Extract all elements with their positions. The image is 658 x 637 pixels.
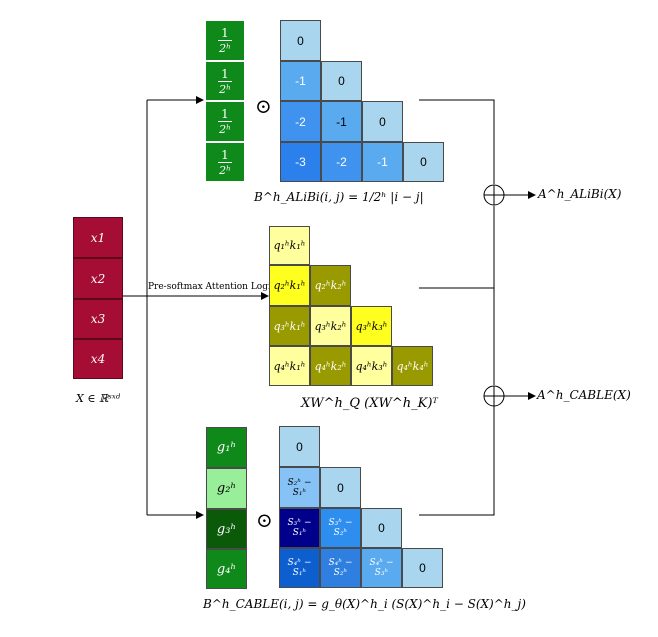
- cable-matrix-cell: 0: [279, 426, 320, 467]
- logits-matrix-cell: q₁ʰk₁ʰ: [269, 226, 310, 265]
- sum-circle-cable: [483, 385, 505, 407]
- logits-matrix-cell: q₄ʰk₄ʰ: [392, 346, 433, 386]
- logits-matrix-cell: q₄ʰk₂ʰ: [310, 346, 351, 386]
- cable-matrix-cell: S₂ʰ − S₁ʰ: [279, 467, 320, 508]
- logits-matrix-cell: q₃ʰk₃ʰ: [351, 306, 392, 346]
- alibi-matrix-cell: -3: [280, 142, 321, 182]
- logits-matrix-cell: q₂ʰk₁ʰ: [269, 265, 310, 306]
- logits-matrix-cell: q₄ʰk₁ʰ: [269, 346, 310, 386]
- alibi-slope-1: 1 2ʰ: [205, 20, 245, 61]
- input-token-x3: x3: [73, 299, 123, 339]
- cable-bias-caption: B^h_CABLE(i, j) = g_θ(X)^h_i (S(X)^h_i −…: [203, 597, 526, 611]
- logits-to-sum1-line: [419, 206, 495, 289]
- cable-to-sum-line: [419, 406, 495, 516]
- input-token-x2: x2: [73, 258, 123, 299]
- logits-matrix-cell: q₃ʰk₂ʰ: [310, 306, 351, 346]
- logits-matrix-cell: q₄ʰk₃ʰ: [351, 346, 392, 386]
- cable-hadamard-symbol: ⊙: [256, 508, 273, 532]
- cable-matrix-cell: S₄ʰ − S₃ʰ: [361, 548, 402, 588]
- cable-matrix-cell: S₄ʰ − S₂ʰ: [320, 548, 361, 588]
- cable-matrix-cell: 0: [402, 548, 443, 588]
- cable-matrix-cell: S₄ʰ − S₁ʰ: [279, 548, 320, 588]
- cable-gate-4: g₄ʰ: [206, 549, 247, 589]
- cable-matrix-cell: S₃ʰ − S₂ʰ: [320, 508, 361, 548]
- cable-matrix-cell: S₃ʰ − S₁ʰ: [279, 508, 320, 548]
- sum-circle-alibi: [483, 184, 505, 206]
- alibi-slope-3: 1 2ʰ: [205, 101, 245, 142]
- input-caption: X ∈ ℝˢˣᵈ: [76, 392, 121, 405]
- alibi-output-label: A^h_ALiBi(X): [538, 187, 622, 201]
- alibi-slope-2: 1 2ʰ: [205, 61, 245, 101]
- alibi-slope-4: 1 2ʰ: [205, 142, 245, 182]
- alibi-matrix-cell: 0: [321, 61, 362, 101]
- cable-gate-3: g₃ʰ: [206, 509, 247, 549]
- alibi-matrix-cell: 0: [280, 20, 321, 61]
- alibi-hadamard-symbol: ⊙: [255, 94, 272, 118]
- cable-matrix-cell: 0: [320, 467, 361, 508]
- cable-gate-1: g₁ʰ: [206, 427, 247, 468]
- logits-caption: XW^h_Q (XW^h_K)ᵀ: [301, 396, 438, 411]
- alibi-matrix-cell: 0: [362, 101, 403, 142]
- input-token-x4: x4: [73, 339, 123, 379]
- alibi-matrix-cell: 0: [403, 142, 444, 182]
- logits-matrix-cell: q₂ʰk₂ʰ: [310, 265, 351, 306]
- alibi-matrix-cell: -2: [280, 101, 321, 142]
- alibi-bias-caption: B^h_ALiBi(i, j) = 1/2ʰ |i − j|: [254, 190, 424, 204]
- alibi-to-sum-line: [419, 99, 495, 184]
- alibi-matrix-cell: -2: [321, 142, 362, 182]
- alibi-matrix-cell: -1: [362, 142, 403, 182]
- input-token-x1: x1: [73, 217, 123, 258]
- alibi-matrix-cell: -1: [321, 101, 362, 142]
- cable-gate-2: g₂ʰ: [206, 468, 247, 509]
- alibi-matrix-cell: -1: [280, 61, 321, 101]
- cable-output-label: A^h_CABLE(X): [537, 388, 631, 402]
- logits-matrix-cell: q₃ʰk₁ʰ: [269, 306, 310, 346]
- cable-matrix-cell: 0: [361, 508, 402, 548]
- logits-arrow-label: Pre-softmax Attention Logits: [148, 282, 280, 292]
